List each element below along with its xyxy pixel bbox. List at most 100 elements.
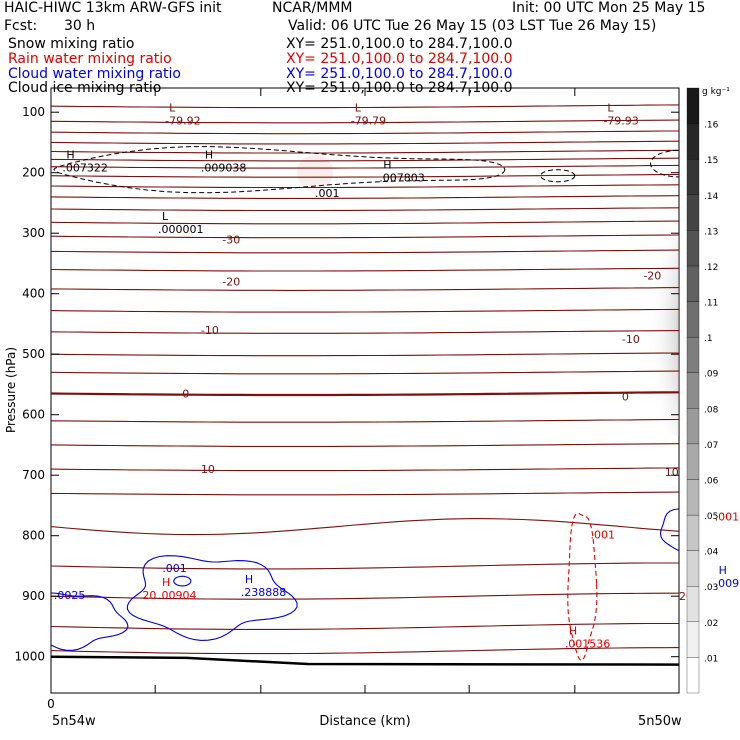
colorbar-label: .15	[704, 156, 718, 166]
temperature-contour	[51, 130, 679, 135]
colorbar-cell	[686, 123, 700, 160]
y-tick-label: 900	[22, 589, 45, 603]
y-tick-label: 300	[22, 226, 45, 240]
colorbar-cell	[686, 408, 700, 445]
contour-label: .001	[591, 529, 616, 542]
colorbar-label: .03	[704, 583, 718, 593]
extremum-symbol: H	[569, 625, 577, 638]
temperature-label: -20	[643, 270, 661, 283]
temperature-contour	[51, 195, 679, 199]
y-tick-label: 600	[22, 408, 45, 422]
colorbar-cell	[686, 479, 700, 516]
extremum-value: .00904	[158, 589, 197, 602]
temperature-contour	[51, 164, 679, 169]
colorbar-cell	[686, 336, 700, 373]
colorbar-cell	[686, 87, 700, 124]
extremum-symbol: H	[383, 159, 391, 172]
extremum-value: -79.92	[165, 114, 200, 127]
extremum-value: .009038	[201, 161, 247, 174]
contour-label: .001	[715, 511, 740, 524]
extremum-symbol: L	[355, 101, 362, 114]
temperature-contour	[51, 352, 679, 357]
temperature-label: -30	[222, 233, 240, 246]
field-xy-snow: XY= 251.0,100.0 to 284.7,100.0	[286, 36, 513, 52]
colorbar-label: .12	[704, 263, 718, 273]
contour-label: 20	[142, 589, 156, 602]
rain-contour	[702, 397, 713, 681]
colorbar-label: .06	[704, 476, 719, 486]
extremum-value: .238888	[241, 586, 287, 599]
header-fcst-label: Fcst:	[4, 18, 38, 34]
x-start-label: 0	[47, 697, 55, 711]
temperature-contour	[51, 491, 679, 496]
extremum-value: -79.93	[603, 114, 638, 127]
plot-frame	[50, 87, 680, 694]
extremum-value: .007322	[62, 161, 108, 174]
extremum-value: -79.79	[351, 114, 386, 127]
field-xy-rain: XY= 251.0,100.0 to 284.7,100.0	[286, 51, 513, 67]
temperature-contour	[51, 207, 679, 212]
temperature-contour	[51, 234, 679, 239]
header-valid: Valid: 06 UTC Tue 26 May 15 (03 LST Tue …	[288, 18, 657, 34]
temperature-contour	[51, 308, 679, 313]
contour-label: .001	[315, 187, 340, 200]
extremum-symbol: L	[169, 101, 176, 114]
colorbar-label: .08	[704, 405, 719, 415]
snow-contour	[649, 149, 679, 178]
extremum-symbol: L	[607, 101, 614, 114]
temperature-contour	[51, 184, 679, 189]
temperature-label: 0	[182, 388, 189, 401]
extremum-symbol: H	[245, 573, 253, 586]
temperature-contour	[51, 249, 679, 254]
cloud-water-contour	[126, 555, 298, 641]
contour-label: .0025	[54, 589, 86, 602]
temperature-contour	[51, 119, 679, 124]
header-init: Init: 00 UTC Mon 25 May 15	[512, 0, 706, 16]
temperature-contour	[51, 140, 679, 145]
extremum-value: .001536	[565, 638, 611, 651]
cloud-water-contour	[51, 592, 129, 651]
faint-shading	[297, 154, 334, 191]
cloud-water-contour	[173, 575, 192, 587]
temperature-contour	[51, 622, 679, 630]
field-xy-cloud-water: XY= 251.0,100.0 to 284.7,100.0	[286, 66, 513, 82]
colorbar-cell	[686, 372, 700, 409]
colorbar-cell	[686, 586, 700, 622]
y-axis-title: Pressure (hPa)	[4, 347, 18, 433]
temperature-contour	[51, 157, 679, 162]
colorbar-label: .16	[704, 121, 719, 131]
y-tick-label: 400	[22, 287, 45, 301]
extremum-symbol: H	[66, 148, 74, 161]
snow-contour	[540, 169, 576, 183]
colorbar-cell	[686, 230, 700, 267]
header-title: HAIC-HIWC 13km ARW-GFS init	[4, 0, 222, 16]
y-tick-label: 800	[22, 529, 45, 543]
colorbar-cell	[686, 159, 700, 195]
colorbar-cell	[686, 194, 700, 231]
temperature-contour	[51, 104, 679, 109]
colorbar-label: .1	[704, 334, 713, 344]
field-name-rain: Rain water mixing ratio	[8, 51, 172, 67]
temperature-contour	[51, 267, 679, 272]
colorbar-cell	[686, 514, 700, 551]
extremum-symbol: H	[719, 564, 727, 577]
snow-contour	[53, 146, 506, 194]
temperature-contour	[51, 592, 679, 600]
colorbar-unit: g kg⁻¹	[702, 87, 730, 97]
temperature-contour	[51, 418, 679, 423]
x-axis-title: Distance (km)	[319, 714, 410, 729]
colorbar-cell	[686, 265, 700, 302]
colorbar-cell	[686, 657, 700, 694]
y-tick-label: 200	[22, 166, 45, 180]
extremum-symbol: H	[205, 148, 213, 161]
temperature-contour	[51, 330, 679, 334]
colorbar-label: .14	[704, 192, 719, 202]
temperature-label: -10	[201, 324, 219, 337]
y-tick-label: 100	[22, 105, 45, 119]
temperature-contour	[51, 220, 679, 225]
temperature-label: 10	[201, 463, 215, 476]
extremum-value: .009847	[715, 577, 740, 590]
temperature-contour	[51, 443, 679, 447]
colorbar-label: .13	[704, 227, 718, 237]
